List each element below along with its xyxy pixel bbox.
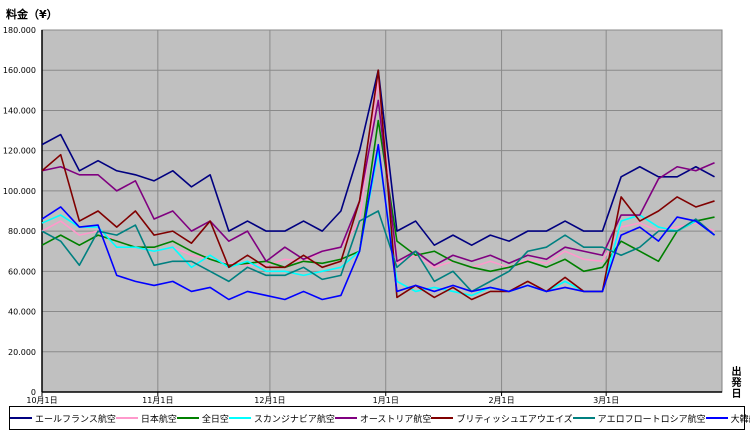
legend-label: 日本航空 [140, 414, 177, 425]
legend-item: スカンジナビア航空 [228, 412, 335, 425]
x-tick-label: 2月1日 [488, 396, 514, 405]
legend-label: 全日空 [201, 414, 229, 425]
legend-swatch [705, 417, 728, 419]
legend-item: 日本航空 [115, 412, 177, 425]
legend-label: ブリティッシュエアウエイズ [456, 414, 573, 425]
y-tick-label: 120.000 [3, 147, 36, 156]
series-line-6 [41, 210, 716, 293]
y-tick-label: 140.000 [3, 106, 36, 115]
series-line-2 [41, 119, 715, 273]
series-line-7 [41, 143, 716, 301]
x-tick-label: 10月1日 [26, 396, 57, 405]
x-tick-label: 12月1日 [254, 396, 285, 405]
x-axis-title: 出発日 [729, 366, 740, 399]
legend-label: スカンジナビア航空 [253, 414, 335, 425]
legend-swatch [10, 417, 32, 419]
legend-swatch [334, 417, 357, 419]
line-chart: 0 20.000 40.000 60.000 80.000 100.000 120.000 1… [3, 26, 723, 405]
legend-swatch [228, 417, 251, 419]
x-tick-label: 3月1日 [593, 396, 619, 405]
legend-item: ブリティッシュエアウエイズ [431, 412, 573, 425]
legend-label: 大韓航空 [730, 414, 750, 425]
legend-swatch [431, 417, 454, 419]
y-tick-label: 0 [31, 388, 36, 397]
plot-area [41, 29, 723, 393]
legend-label: オーストリア航空 [359, 414, 432, 425]
legend-item: オーストリア航空 [334, 412, 432, 425]
legend-swatch [572, 417, 595, 419]
y-tick-label: 60.000 [8, 267, 36, 276]
y-tick-label: 20.000 [8, 348, 36, 357]
legend-swatch [115, 417, 138, 419]
x-tick-label: 11月1日 [142, 396, 173, 405]
legend-label: エールフランス航空 [35, 414, 116, 425]
legend-item: 大韓航空 [705, 412, 750, 425]
legend-item: エールフランス航空 [10, 412, 116, 425]
y-axis-title: 料金（¥） [6, 8, 58, 21]
legend-label: アエロフロートロシア航空 [597, 414, 706, 425]
y-tick-label: 100.000 [3, 187, 36, 196]
legend: エールフランス航空 日本航空 全日空 スカンジナビア航空 オーストリア航空 ブリティッシュ… [9, 406, 750, 430]
series-line-4 [41, 99, 715, 267]
y-tick-label: 160.000 [3, 66, 36, 75]
legend-swatch [176, 417, 199, 419]
legend-item: アエロフロートロシア航空 [572, 412, 706, 425]
legend-item: 全日空 [176, 412, 229, 425]
y-tick-label: 80.000 [8, 227, 36, 236]
y-tick-label: 40.000 [8, 308, 36, 317]
y-tick-label: 180.000 [3, 26, 36, 35]
x-tick-label: 1月1日 [373, 396, 399, 405]
